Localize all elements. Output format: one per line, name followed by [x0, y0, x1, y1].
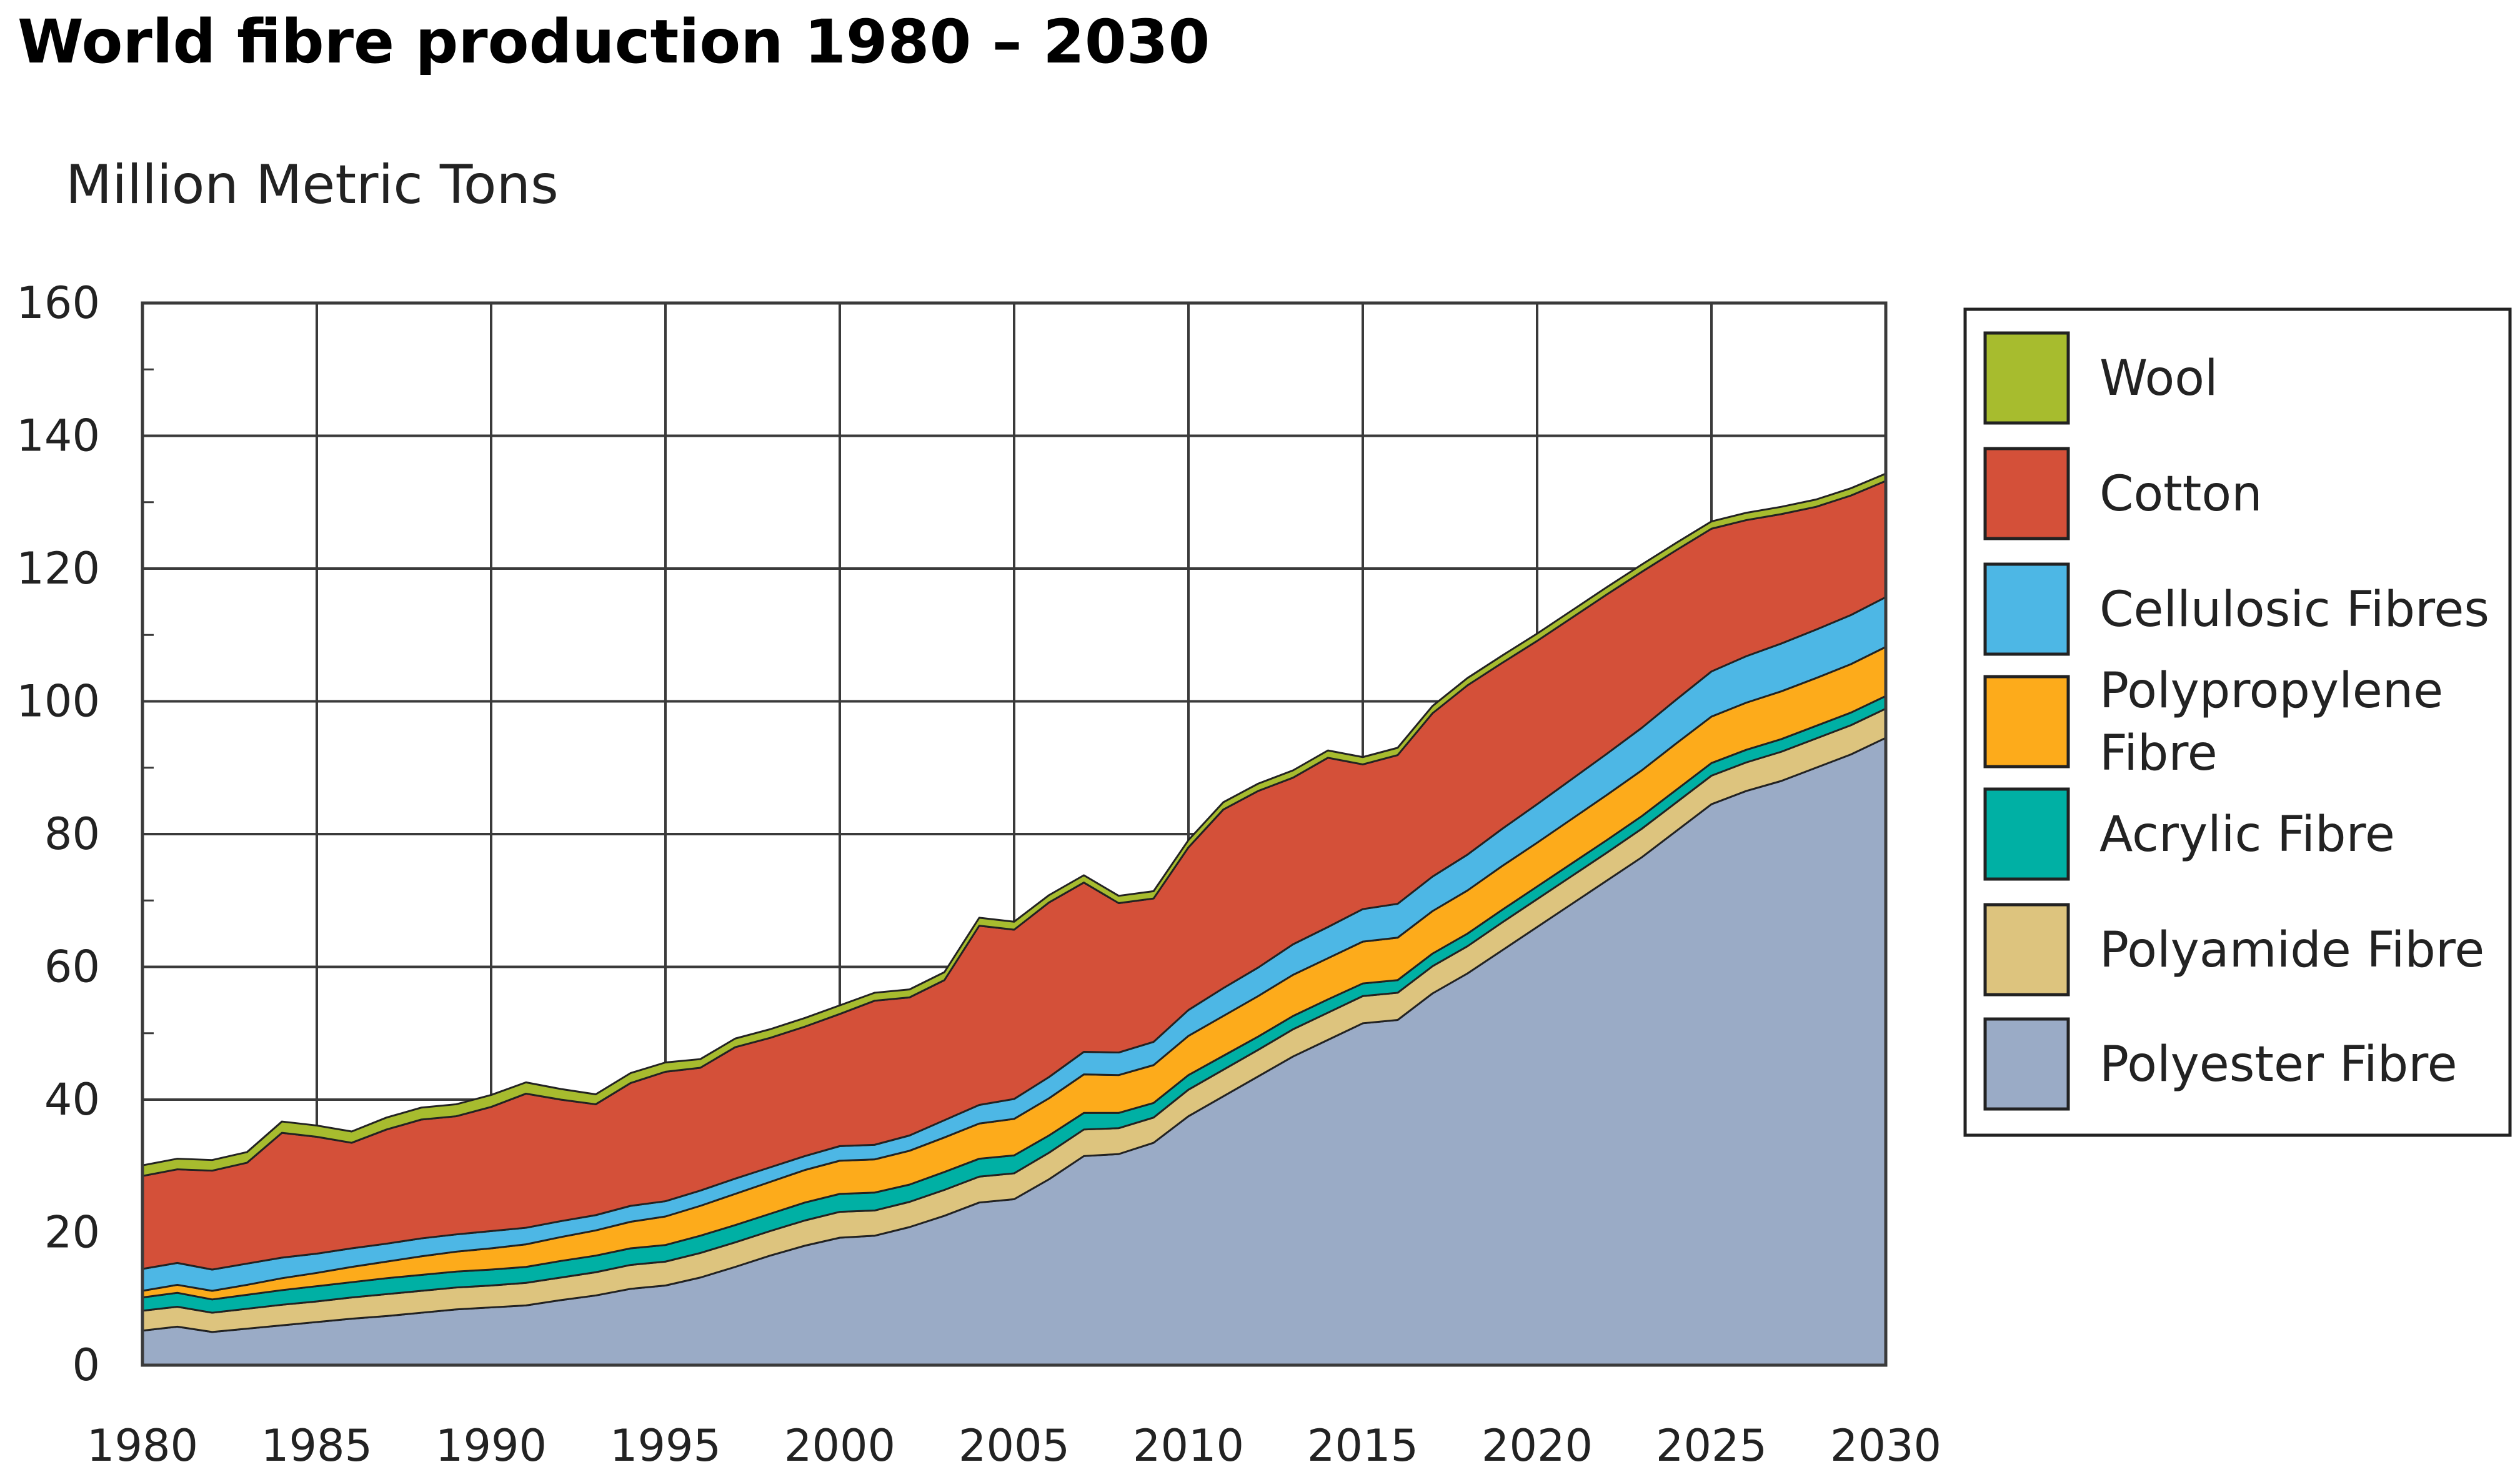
legend-label-polyester-fibre: Polyester Fibre: [2099, 1037, 2458, 1093]
y-axis-unit-label: Million Metric Tons: [66, 154, 559, 216]
legend: Wool Cotton Cellulosic Fibres Polypropylene…: [1963, 307, 2512, 1137]
legend-label-wool: Wool: [2099, 351, 2218, 407]
plot-frame: [141, 301, 1888, 1367]
y-tick-label: 60: [44, 942, 100, 993]
x-axis-ticks: 1980 1985 1990 1995 2000 2005 2010 2015 2020 2025…: [87, 1420, 1941, 1471]
legend-swatch-polyamide-fibre: [1983, 903, 2070, 997]
x-tick-label: 2010: [1133, 1420, 1244, 1471]
x-tick-label: 2030: [1830, 1420, 1941, 1471]
y-tick-label: 120: [16, 543, 100, 594]
y-tick-label: 40: [44, 1074, 100, 1125]
x-tick-label: 2020: [1482, 1420, 1593, 1471]
legend-label-cellulosic-fibres: Cellulosic Fibres: [2099, 582, 2489, 638]
y-tick-label: 160: [16, 277, 100, 329]
y-tick-label: 140: [16, 410, 100, 462]
legend-swatch-cellulosic-fibres: [1983, 562, 2070, 656]
x-tick-label: 2005: [959, 1420, 1070, 1471]
legend-label-polyamide-fibre: Polyamide Fibre: [2099, 922, 2484, 978]
x-tick-label: 2000: [784, 1420, 895, 1471]
legend-swatch-polyester-fibre: [1983, 1017, 2070, 1111]
legend-label-cotton: Cotton: [2099, 466, 2263, 522]
y-tick-label: 0: [72, 1340, 100, 1391]
legend-swatch-polypropylene-fibre: [1983, 675, 2070, 768]
plot-border: [141, 301, 1888, 1367]
legend-swatch-cotton: [1983, 447, 2070, 540]
legend-label-polypropylene-fibre: Fibre: [2099, 725, 2218, 782]
x-tick-label: 2025: [1656, 1420, 1767, 1471]
x-tick-label: 1995: [610, 1420, 721, 1471]
x-tick-label: 2015: [1307, 1420, 1418, 1471]
x-tick-label: 1980: [87, 1420, 198, 1471]
y-tick-label: 20: [44, 1207, 100, 1258]
legend-swatch-wool: [1983, 331, 2070, 425]
x-tick-label: 1990: [436, 1420, 547, 1471]
x-tick-label: 1985: [261, 1420, 372, 1471]
y-tick-label: 80: [44, 808, 100, 860]
legend-label-polypropylene-fibre: Polypropylene: [2099, 663, 2443, 719]
y-tick-label: 100: [16, 676, 100, 727]
chart-title: World fibre production 1980 – 2030: [17, 7, 1210, 77]
y-axis-ticks: 0 20 40 60 80 100 120 140 160: [16, 277, 100, 1391]
legend-swatch-acrylic-fibre: [1983, 787, 2070, 881]
legend-label-acrylic-fibre: Acrylic Fibre: [2099, 807, 2395, 863]
